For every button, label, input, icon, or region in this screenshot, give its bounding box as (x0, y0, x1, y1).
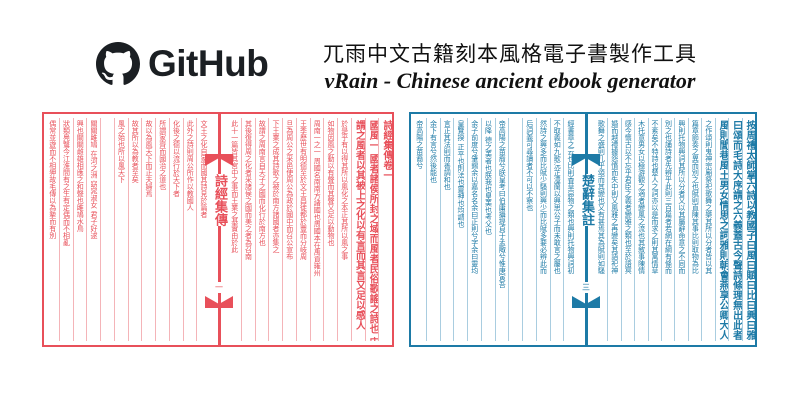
text-column: 然詩之興多而比賦少騷則興少而比賦多要必辨此而 (535, 118, 550, 341)
right-half-page: 詩經集傳卷一 國風一 國者諸侯所封之域而風者民俗歌謠之詩也 宋 朱子 撰謂之風者以… (228, 118, 392, 341)
text-column: 感今懷古以不忘乎君臣之義者變雅之類也至於語冥 (620, 118, 634, 341)
page-number: 三 (578, 282, 594, 293)
text-column: 帝高陽之苗裔兮 (415, 120, 424, 169)
page-number: 一 (211, 282, 227, 293)
page-title: 兀雨中文古籍刻本風格電子書製作工具 (323, 42, 697, 66)
text-column: 興也關關雌雄相應之和聲也雎鳩水鳥 (72, 118, 87, 341)
text-column: 所謂家齊而國治之道也 (155, 118, 169, 341)
text-column: 余子前度兮肇錫余以嘉名名余曰正則兮字余曰靈均 (467, 118, 481, 341)
text-column: 后詞義可尋讀者不可以不察也 (522, 118, 536, 341)
text-column: 王季歷世有明德至於文王昌徙都於豐而分岐周 (295, 118, 310, 341)
text-column: 狀類鳧鷖今江淮間有之生有定偶而不相亂 (58, 118, 73, 341)
text-column: 帝高陽之苗裔兮朕皇考曰伯庸攝提貞于孟陬兮惟庚寅吾 (494, 118, 509, 341)
text-column: 歌舞之盛則几乎頌而其變也又有甚焉其為賦則如騷 (597, 120, 606, 274)
text-column: 風則閭巷風土男女情思之詞雅則朝會燕享公卿大人 (714, 118, 728, 341)
text-column: 旦為周公之采邑使周公為政於國中而召公宣布 (282, 118, 296, 341)
text-column: 風之始也所以風天下 (113, 118, 128, 341)
text-column: 化後之德以流行於天下者 (168, 118, 183, 341)
text-column: 故其所以為教者至矣 (127, 118, 142, 341)
text-column: 按周禮太師掌六詩以教國子曰風曰賦曰比曰興曰雅 (741, 118, 755, 341)
text-column: 不紊矣不特詩也楚人之詞亦以是而求之則其寓情草 (647, 118, 661, 341)
text-column: 偶常並遊而不相狎故毛傳以為摯而有別 (48, 120, 57, 239)
left-half-page: 經書章之云也比則香草惡物之類也興則托物興詞初 不取義如九歌沅芷澧蘭以興思公子而未敢… (413, 118, 577, 341)
left-half-page: 文王之化自家而國其詩見於篇者 此外之詩則周公所作以教國人 化後之德以流行於天下者 所謂… (46, 118, 210, 341)
book-center-fold: 楚辭集註 三 (572, 114, 600, 345)
text-column: 之作頌則鬼神宗廟祭祀歌舞之樂其所以分者皆以其 (701, 118, 714, 341)
fishtail-bottom-icon (205, 296, 233, 308)
text-column: 以降 德之美者也朕我也皇美也考父也 (480, 118, 495, 341)
page-subtitle: vRain - Chinese ancient ebook generator (324, 68, 696, 93)
text-column: 故以為風天下而正夫婦焉 (141, 118, 155, 341)
text-column: 曰頌而毛詩大序謂之六義蓋古今聲詩條理無出此者 (728, 118, 742, 341)
text-column: 木托意男女以極游觀之適者變風之流也其敘事陳情 (634, 118, 647, 341)
text-column: 興則托物興詞其所以分者又以其屬辭命意之不同而 (674, 118, 687, 341)
github-wordmark: GitHub (148, 43, 269, 84)
github-octocat-icon (96, 42, 140, 85)
text-column (100, 118, 114, 341)
text-column: 經書章之云也比則香草惡物之類也興則托物興詞初 (563, 118, 577, 341)
spine-title: 詩經集傳 (207, 174, 231, 226)
text-column: 皇覽揆 正平也則法也靈神也均調也 (453, 118, 467, 341)
text-column: 言正其法則而善調和也 (439, 118, 454, 341)
text-column: 謂之風者以其被上之化以有言而其言又足以感人 (350, 118, 365, 341)
fishtail-top-icon (205, 154, 233, 166)
text-column: 此外之詩則周公所作以教國人 (182, 118, 197, 341)
book-preview-shijing: 文王之化自家而國其詩見於篇者 此外之詩則周公所作以教國人 化後之德以流行於天下者 所謂… (42, 112, 394, 347)
text-column: 關關雎鳩 在河之洲 窈窕淑女 君子好逑 (86, 118, 100, 341)
text-column: 周南一之一 周國名南南方諸國也周國本在禹貢雍州 (309, 118, 324, 341)
spine-title: 楚辭集註 (574, 174, 598, 226)
text-column: 文王之化自家而國其詩見於篇者 (196, 118, 210, 341)
text-column: 婚而越禮攄怨憤而失中則又風雅之再變矣其語祀神 (607, 118, 620, 341)
text-column: 此十一篇皆其宮中之事而王業之基實由於此 (230, 120, 239, 253)
text-column: 如物因風之動以有聲而其聲又足以動物也 (323, 118, 337, 341)
right-half-page: 按周禮太師掌六詩以教國子曰風曰賦曰比曰興曰雅 曰頌而毛詩大序謂之六義蓋古今聲詩條理… (595, 118, 755, 341)
text-column: 詩經集傳卷一 (378, 118, 392, 341)
book-center-fold: 詩經集傳 一 (205, 114, 233, 345)
text-column: 其後復得周之化者采諸侯之國而美之者為召南 (240, 118, 255, 341)
fishtail-bottom-icon (572, 296, 600, 308)
text-column: 不取義如九歌沅芷澧蘭以興思公子而未敢言之屬也 (549, 118, 564, 341)
text-column (508, 118, 522, 341)
github-logo[interactable]: GitHub (96, 42, 269, 86)
text-column: 故謂之周南言自天子之國而化行於南方也 (254, 118, 269, 341)
fishtail-top-icon (572, 154, 600, 166)
text-column: 余下有言兮然後能也 (425, 118, 440, 341)
text-column: 下王業之成其詩歌之被於南方諸國者亦集之 (268, 118, 282, 341)
book-preview-chuci: 經書章之云也比則香草惡物之類也興則托物興詞初 不取義如九歌沅芷澧蘭以興思公子而未敢… (409, 112, 757, 347)
text-column: 國風一 國者諸侯所封之域而風者民俗歌謠之詩也 宋 朱子 撰 (364, 118, 378, 341)
text-column: 別之也誦詩者先辨乎此則三百篇者若網在綱有條而 (661, 118, 674, 341)
text-column: 篇章節奏之異而別之也賦則直陳其事比則取物為比 (687, 118, 701, 341)
text-column: 於是乎有以得其所以風化之本正其所以風之事 (337, 118, 351, 341)
